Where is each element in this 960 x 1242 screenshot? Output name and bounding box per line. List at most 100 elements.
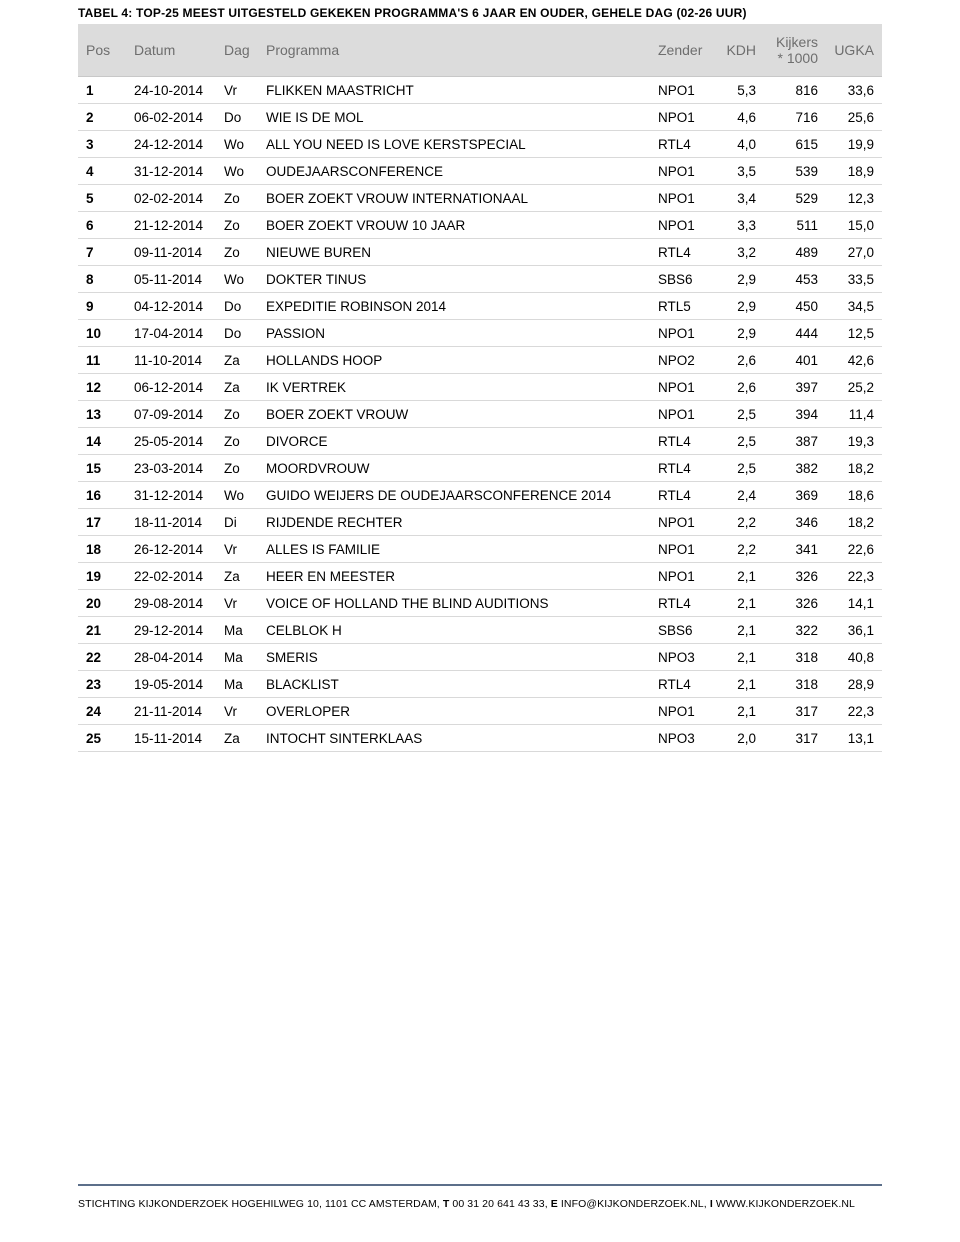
footer-label-e: E [551,1198,558,1210]
cell-dag: Zo [216,212,258,239]
cell-zender: RTL4 [650,590,714,617]
cell-programma: CELBLOK H [258,617,650,644]
col-pos: Pos [78,24,126,77]
cell-datum: 21-12-2014 [126,212,216,239]
table-row: 1307-09-2014ZoBOER ZOEKT VROUWNPO12,5394… [78,401,882,428]
cell-ugka: 22,3 [826,698,882,725]
table-row: 324-12-2014WoALL YOU NEED IS LOVE KERSTS… [78,131,882,158]
cell-kdh: 2,9 [714,320,764,347]
cell-kijkers: 539 [764,158,826,185]
cell-ugka: 33,5 [826,266,882,293]
cell-datum: 31-12-2014 [126,482,216,509]
cell-ugka: 33,6 [826,77,882,104]
cell-ugka: 18,6 [826,482,882,509]
cell-ugka: 12,5 [826,320,882,347]
cell-dag: Ma [216,644,258,671]
cell-dag: Vr [216,698,258,725]
cell-pos: 19 [78,563,126,590]
cell-datum: 28-04-2014 [126,644,216,671]
cell-dag: Vr [216,590,258,617]
cell-pos: 25 [78,725,126,752]
table-row: 2228-04-2014MaSMERISNPO32,131840,8 [78,644,882,671]
cell-kijkers: 318 [764,671,826,698]
cell-kdh: 3,3 [714,212,764,239]
footer-web: WWW.KIJKONDERZOEK.NL [716,1198,855,1210]
table-row: 709-11-2014ZoNIEUWE BURENRTL43,248927,0 [78,239,882,266]
cell-programma: IK VERTREK [258,374,650,401]
cell-zender: NPO1 [650,698,714,725]
cell-datum: 17-04-2014 [126,320,216,347]
cell-dag: Za [216,563,258,590]
cell-ugka: 28,9 [826,671,882,698]
cell-ugka: 40,8 [826,644,882,671]
cell-dag: Wo [216,158,258,185]
cell-dag: Do [216,320,258,347]
cell-kdh: 2,1 [714,590,764,617]
cell-programma: SMERIS [258,644,650,671]
cell-kdh: 2,1 [714,617,764,644]
cell-zender: NPO1 [650,536,714,563]
table-row: 1826-12-2014VrALLES IS FAMILIENPO12,2341… [78,536,882,563]
cell-datum: 06-02-2014 [126,104,216,131]
cell-dag: Wo [216,482,258,509]
cell-pos: 18 [78,536,126,563]
cell-zender: NPO1 [650,185,714,212]
cell-kdh: 5,3 [714,77,764,104]
cell-kijkers: 322 [764,617,826,644]
cell-ugka: 25,6 [826,104,882,131]
table-row: 1922-02-2014ZaHEER EN MEESTERNPO12,13262… [78,563,882,590]
cell-kijkers: 615 [764,131,826,158]
footer-org: STICHTING KIJKONDERZOEK [78,1198,228,1210]
cell-pos: 20 [78,590,126,617]
page: TABEL 4: TOP-25 MEEST UITGESTELD GEKEKEN… [0,6,960,752]
cell-kdh: 2,5 [714,428,764,455]
cell-programma: OUDEJAARSCONFERENCE [258,158,650,185]
cell-kdh: 2,1 [714,563,764,590]
cell-datum: 02-02-2014 [126,185,216,212]
cell-kijkers: 387 [764,428,826,455]
cell-zender: RTL4 [650,239,714,266]
cell-dag: Do [216,293,258,320]
cell-pos: 1 [78,77,126,104]
cell-datum: 11-10-2014 [126,347,216,374]
col-dag: Dag [216,24,258,77]
cell-datum: 09-11-2014 [126,239,216,266]
cell-zender: RTL4 [650,482,714,509]
cell-ugka: 34,5 [826,293,882,320]
footer-label-i: I [710,1198,713,1210]
cell-ugka: 18,2 [826,509,882,536]
cell-datum: 21-11-2014 [126,698,216,725]
table-row: 124-10-2014VrFLIKKEN MAASTRICHTNPO15,381… [78,77,882,104]
table-row: 1206-12-2014ZaIK VERTREKNPO12,639725,2 [78,374,882,401]
cell-dag: Vr [216,77,258,104]
cell-ugka: 18,9 [826,158,882,185]
footer-label-t: T [443,1198,450,1210]
cell-datum: 24-12-2014 [126,131,216,158]
cell-pos: 15 [78,455,126,482]
cell-datum: 15-11-2014 [126,725,216,752]
cell-kdh: 2,4 [714,482,764,509]
table-row: 621-12-2014ZoBOER ZOEKT VROUW 10 JAARNPO… [78,212,882,239]
cell-programma: WIE IS DE MOL [258,104,650,131]
cell-pos: 17 [78,509,126,536]
table-row: 502-02-2014ZoBOER ZOEKT VROUW INTERNATIO… [78,185,882,212]
cell-pos: 7 [78,239,126,266]
cell-pos: 4 [78,158,126,185]
cell-kijkers: 529 [764,185,826,212]
cell-zender: NPO1 [650,401,714,428]
col-kdh: KDH [714,24,764,77]
cell-zender: NPO1 [650,158,714,185]
cell-ugka: 11,4 [826,401,882,428]
cell-ugka: 27,0 [826,239,882,266]
table-row: 805-11-2014WoDOKTER TINUSSBS62,945333,5 [78,266,882,293]
cell-datum: 22-02-2014 [126,563,216,590]
cell-ugka: 22,6 [826,536,882,563]
cell-kijkers: 382 [764,455,826,482]
table-row: 1111-10-2014ZaHOLLANDS HOOPNPO22,640142,… [78,347,882,374]
footer-divider [78,1184,882,1186]
cell-dag: Ma [216,671,258,698]
cell-programma: RIJDENDE RECHTER [258,509,650,536]
cell-programma: NIEUWE BUREN [258,239,650,266]
cell-programma: ALLES IS FAMILIE [258,536,650,563]
cell-pos: 10 [78,320,126,347]
